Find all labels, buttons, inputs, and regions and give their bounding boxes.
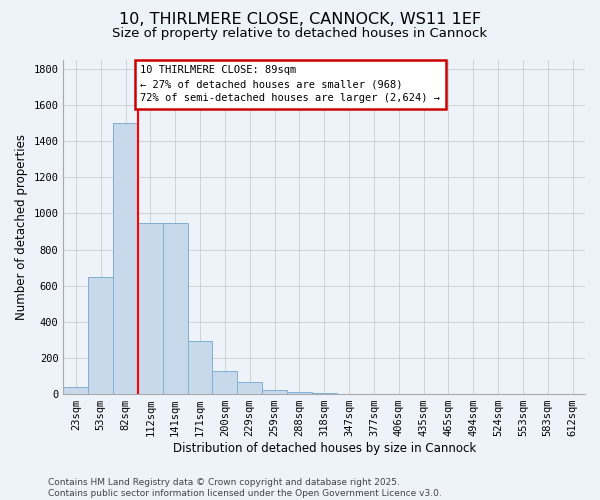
Bar	[64, 387, 88, 394]
Text: 10, THIRLMERE CLOSE, CANNOCK, WS11 1EF: 10, THIRLMERE CLOSE, CANNOCK, WS11 1EF	[119, 12, 481, 28]
Bar	[88, 276, 113, 394]
Y-axis label: Number of detached properties: Number of detached properties	[15, 134, 28, 320]
Bar	[113, 123, 138, 394]
Text: 10 THIRLMERE CLOSE: 89sqm
← 27% of detached houses are smaller (968)
72% of semi: 10 THIRLMERE CLOSE: 89sqm ← 27% of detac…	[140, 66, 440, 104]
Bar	[188, 341, 212, 394]
Bar	[312, 393, 337, 394]
X-axis label: Distribution of detached houses by size in Cannock: Distribution of detached houses by size …	[173, 442, 476, 455]
Bar	[262, 390, 287, 394]
Text: Size of property relative to detached houses in Cannock: Size of property relative to detached ho…	[112, 28, 488, 40]
Text: Contains HM Land Registry data © Crown copyright and database right 2025.
Contai: Contains HM Land Registry data © Crown c…	[48, 478, 442, 498]
Bar	[287, 392, 312, 394]
Bar	[163, 222, 188, 394]
Bar	[138, 222, 163, 394]
Bar	[212, 370, 237, 394]
Bar	[237, 382, 262, 394]
